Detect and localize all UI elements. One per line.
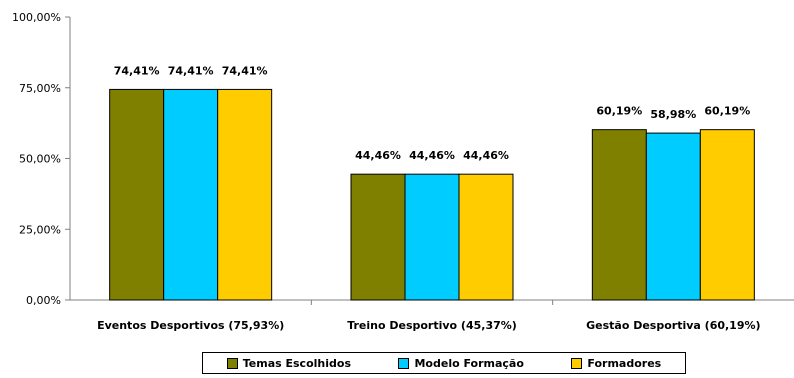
bar (404, 173, 460, 301)
y-tick-label: 25,00% (19, 223, 61, 236)
legend-label-formadores: Formadores (587, 356, 662, 370)
legend-swatch-formadores (571, 357, 583, 369)
bar (645, 132, 701, 301)
x-category-label: Gestão Desportiva (60,19%) (586, 319, 760, 332)
bar (350, 173, 406, 301)
bar-value-label: 74,41% (114, 64, 160, 77)
bar (699, 129, 755, 301)
bar (163, 88, 219, 301)
bar-value-label: 74,41% (222, 64, 268, 77)
bar-value-label: 74,41% (168, 64, 214, 77)
legend-swatch-modelo (398, 357, 410, 369)
legend-label-temas: Temas Escolhidos (242, 356, 351, 370)
bar-value-label: 58,98% (650, 108, 696, 121)
legend: Temas Escolhidos Modelo Formação Formado… (202, 352, 686, 374)
legend-item-temas: Temas Escolhidos (226, 356, 351, 370)
y-tick-label: 75,00% (19, 82, 61, 95)
bar-value-label: 44,46% (463, 149, 509, 162)
legend-label-modelo: Modelo Formação (414, 356, 524, 370)
bar (109, 88, 165, 301)
bar (591, 129, 647, 301)
x-category-label: Treino Desportivo (45,37%) (347, 319, 517, 332)
y-tick-label: 100,00% (12, 11, 61, 24)
bar (217, 88, 273, 301)
legend-swatch-temas (226, 357, 238, 369)
legend-item-formadores: Formadores (571, 357, 661, 370)
y-tick-label: 0,00% (26, 294, 61, 307)
x-category-label: Eventos Desportivos (75,93%) (97, 319, 284, 332)
bar-chart: 0,00% 25,00% 50,00% 75,00% 100,00% Eventos De… (12, 11, 794, 332)
bar-value-label: 60,19% (704, 105, 750, 118)
bar-value-label: 44,46% (355, 149, 401, 162)
legend-item-modelo: Modelo Formação (398, 356, 524, 370)
bar-value-label: 44,46% (409, 149, 455, 162)
bar-value-label: 60,19% (596, 105, 642, 118)
y-tick-label: 50,00% (19, 153, 61, 166)
bar (458, 173, 514, 301)
